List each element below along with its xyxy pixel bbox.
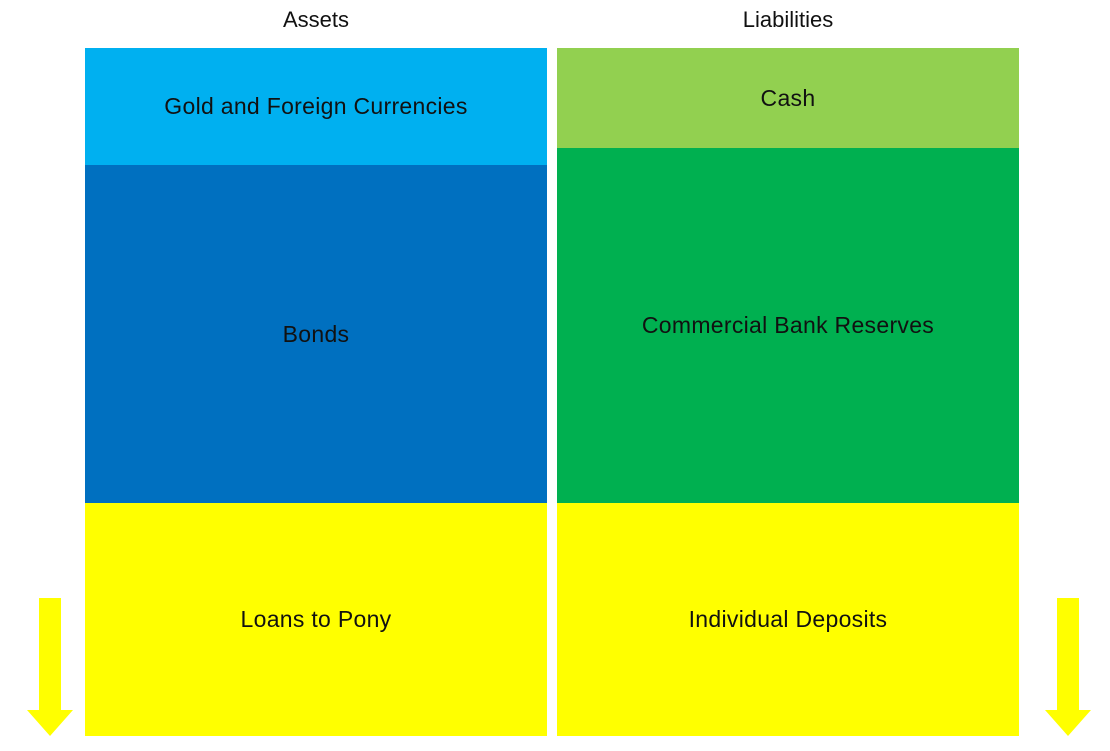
loans-to-pony-label: Loans to Pony [240, 606, 392, 632]
gold-foreign-currencies-block: Gold and Foreign Currencies [85, 48, 547, 165]
down-arrow-icon [1045, 598, 1091, 736]
left-down-arrow-shape [27, 598, 73, 736]
commercial-bank-reserves-block: Commercial Bank Reserves [557, 148, 1019, 503]
loans-to-pony-block: Loans to Pony [85, 503, 547, 736]
commercial-bank-reserves-label: Commercial Bank Reserves [641, 312, 935, 338]
right-down-arrow-shape [1045, 598, 1091, 736]
individual-deposits-label: Individual Deposits [688, 606, 888, 632]
bonds-block: Bonds [85, 165, 547, 503]
cash-label: Cash [760, 84, 816, 111]
assets-heading: Assets [282, 7, 350, 32]
gold-foreign-currencies-label: Gold and Foreign Currencies [164, 93, 468, 119]
liabilities-heading: Liabilities [742, 7, 834, 32]
bonds-label: Bonds [282, 320, 350, 347]
individual-deposits-block: Individual Deposits [557, 503, 1019, 736]
cash-block: Cash [557, 48, 1019, 148]
down-arrow-icon [27, 598, 73, 736]
